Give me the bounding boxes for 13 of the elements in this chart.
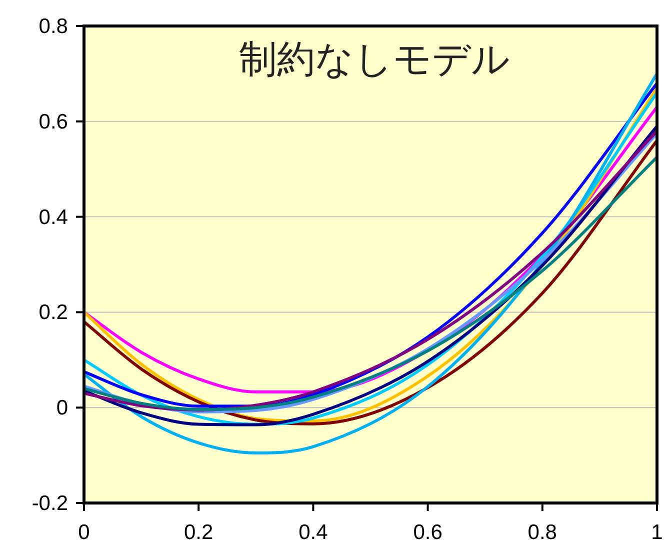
y-tick-label: 0 (56, 396, 68, 420)
x-tick-label: 0 (78, 521, 90, 544)
x-tick-label: 0.8 (528, 521, 557, 544)
x-tick-label: 0.6 (413, 521, 442, 544)
y-tick-label: 0.4 (38, 206, 68, 229)
x-tick-label: 0.2 (184, 521, 214, 544)
chart-title: 制約なしモデル (239, 39, 510, 81)
y-tick-label: 0.2 (38, 301, 68, 324)
y-tick-label: -0.2 (32, 492, 68, 515)
x-tick-label: 1 (651, 521, 663, 544)
y-tick-label: 0.6 (38, 110, 68, 134)
x-tick-label: 0.4 (298, 521, 328, 544)
y-tick-label: 0.8 (38, 15, 68, 38)
